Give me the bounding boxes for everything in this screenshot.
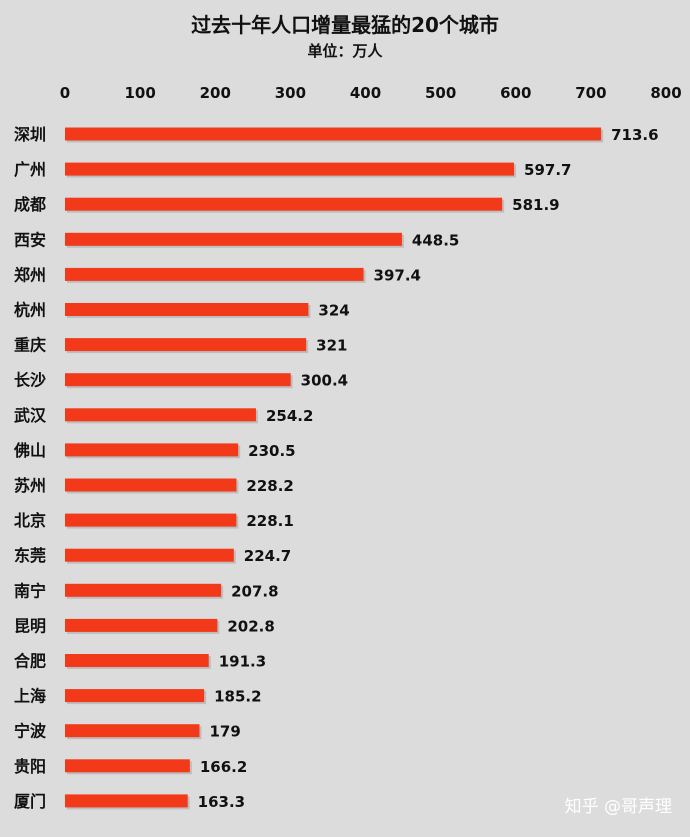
category-label: 佛山 [13,441,46,460]
value-label: 597.7 [524,161,571,179]
bar [65,583,222,597]
value-label: 581.9 [512,196,559,214]
category-label: 郑州 [14,265,46,284]
value-label: 179 [209,723,240,741]
bar [65,548,234,562]
bar [65,338,307,352]
value-label: 191.3 [219,653,266,671]
bar [65,408,256,422]
bar [65,513,237,527]
category-label: 东莞 [14,546,46,565]
category-label: 西安 [14,230,46,249]
value-label: 448.5 [412,231,459,249]
bars-group [65,127,604,810]
category-label: 贵阳 [14,757,46,776]
value-label: 230.5 [248,442,295,460]
category-label: 杭州 [14,301,46,320]
value-label: 324 [318,302,349,320]
category-label: 宁波 [14,722,47,741]
category-label: 苏州 [14,476,46,495]
bar [65,197,503,211]
category-label: 重庆 [14,336,46,355]
value-label: 224.7 [244,547,291,565]
bar [65,759,190,773]
value-label: 163.3 [198,793,245,811]
value-label: 166.2 [200,758,247,776]
category-label: 长沙 [14,371,46,390]
value-label: 300.4 [301,372,348,390]
x-tick-label: 800 [650,84,681,102]
watermark-text: 知乎 @哥声理 [565,797,672,817]
bar [65,654,209,667]
category-label: 北京 [14,511,46,530]
chart-subtitle: 单位：万人 [307,42,383,60]
category-label: 合肥 [14,652,46,671]
x-tick-label: 200 [200,84,231,102]
bar [65,267,364,281]
category-label: 成都 [14,195,46,214]
x-tick-label: 300 [275,84,306,102]
value-label: 228.2 [246,477,293,495]
x-tick-label: 400 [350,84,381,102]
category-label: 昆明 [14,616,46,635]
chart-title: 过去十年人口增量最猛的20个城市 [191,13,499,37]
bar [65,794,188,808]
x-tick-label: 600 [500,84,531,102]
bar [65,478,237,492]
x-axis-ticks: 0 100 200 300 400 500 600 700 800 [60,84,682,102]
category-label: 深圳 [14,125,46,144]
bar [65,618,218,632]
category-label: 武汉 [14,406,47,425]
value-label: 207.8 [231,582,278,600]
bar [65,443,239,457]
bar [65,303,309,316]
category-label: 广州 [14,160,46,179]
bar [65,232,402,246]
value-label: 397.4 [374,266,421,284]
category-label: 上海 [14,687,46,706]
value-label: 228.1 [246,512,293,530]
x-tick-label: 100 [124,84,155,102]
x-tick-label: 0 [60,84,70,102]
x-tick-label: 500 [425,84,456,102]
value-label: 202.8 [227,617,274,635]
bar [65,724,200,738]
bar [65,373,291,387]
bar [65,127,602,141]
value-label: 321 [316,337,347,355]
x-tick-label: 700 [575,84,606,102]
category-label: 厦门 [14,792,46,811]
value-label: 254.2 [266,407,313,425]
value-label: 185.2 [214,688,261,706]
bar [65,689,205,703]
category-label: 南宁 [14,581,46,600]
bar [65,162,515,176]
value-label: 713.6 [611,126,658,144]
value-labels: 713.6 597.7 581.9 448.5 397.4 324 321 300.4 254.… [198,126,659,811]
